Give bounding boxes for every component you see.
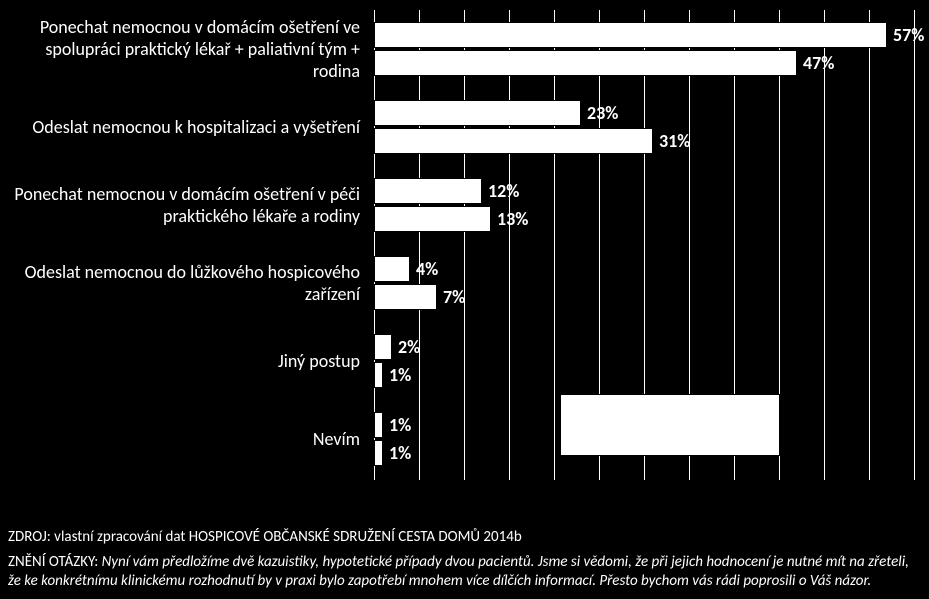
source-line: ZDROJ: vlastní zpracování dat HOSPICOVÉ … <box>8 528 918 547</box>
value-label: 47% <box>803 50 834 76</box>
value-label: 23% <box>587 100 618 126</box>
bar <box>374 50 797 76</box>
category-label: Odeslat nemocnou do lůžkového hospicovéh… <box>0 261 360 305</box>
value-label: 2% <box>398 334 420 360</box>
bar <box>374 128 653 154</box>
bar <box>374 334 392 360</box>
bar <box>374 284 437 310</box>
value-label: 57% <box>893 22 924 48</box>
category-label: Nevím <box>0 428 360 450</box>
legend-box <box>560 394 780 456</box>
bar <box>374 256 410 282</box>
value-label: 1% <box>389 440 411 466</box>
value-label: 1% <box>389 362 411 388</box>
category-group: Ponechat nemocnou v domácím ošetření v p… <box>0 166 929 244</box>
category-label: Odeslat nemocnou k hospitalizaci a vyšet… <box>0 116 360 138</box>
bar <box>374 100 581 126</box>
category-group: Jiný postup 2%1% <box>0 322 929 400</box>
question-prefix: ZNĚNÍ OTÁZKY: <box>8 553 102 571</box>
value-label: 12% <box>488 178 519 204</box>
value-label: 1% <box>389 412 411 438</box>
bar <box>374 440 383 466</box>
bar <box>374 362 383 388</box>
value-label: 13% <box>497 206 528 232</box>
category-group: Nevím 1%1% <box>0 400 929 478</box>
chart-area: Ponechat nemocnou v domácím ošetření ve … <box>0 0 929 480</box>
category-group: Odeslat nemocnou k hospitalizaci a vyšet… <box>0 88 929 166</box>
question-text: Nyní vám předložíme dvě kazuistiky, hypo… <box>8 553 909 590</box>
category-group: Ponechat nemocnou v domácím ošetření ve … <box>0 10 929 88</box>
question-line: ZNĚNÍ OTÁZKY: Nyní vám předložíme dvě ka… <box>8 553 918 591</box>
category-group: Odeslat nemocnou do lůžkového hospicovéh… <box>0 244 929 322</box>
bar <box>374 206 491 232</box>
footer: ZDROJ: vlastní zpracování dat HOSPICOVÉ … <box>8 528 918 591</box>
bar <box>374 22 887 48</box>
category-label: Ponechat nemocnou v domácím ošetření v p… <box>0 183 360 227</box>
source-text: vlastní zpracování dat HOSPICOVÉ OBČANSK… <box>54 528 522 546</box>
value-label: 31% <box>659 128 690 154</box>
bar <box>374 178 482 204</box>
category-label: Ponechat nemocnou v domácím ošetření ve … <box>0 16 360 82</box>
category-label: Jiný postup <box>0 350 360 372</box>
value-label: 7% <box>443 284 465 310</box>
source-prefix: ZDROJ: <box>8 528 54 546</box>
value-label: 4% <box>416 256 438 282</box>
bar <box>374 412 383 438</box>
